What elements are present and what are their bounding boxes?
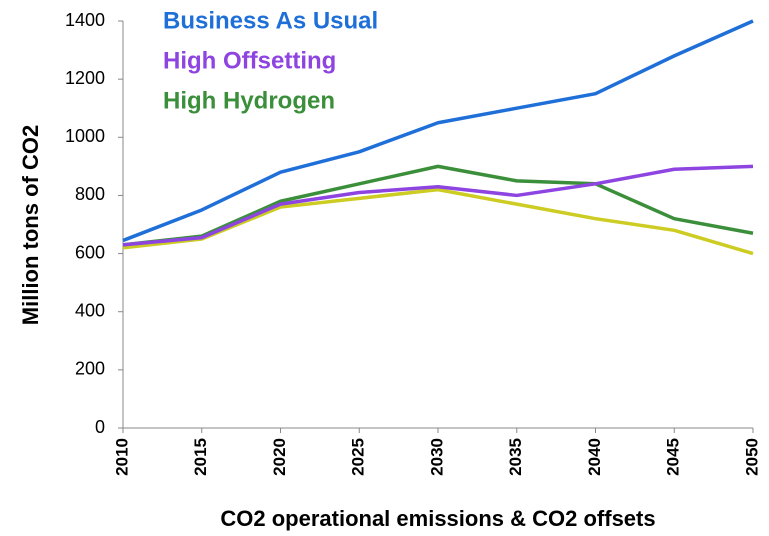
- y-tick-label: 1200: [65, 68, 105, 88]
- x-tick-label: 2035: [506, 438, 525, 476]
- legend-entry: Business As Usual: [163, 7, 378, 34]
- y-tick-label: 1400: [65, 10, 105, 30]
- x-tick-label: 2025: [349, 438, 368, 476]
- y-tick-label: 0: [95, 417, 105, 437]
- x-tick-label: 2030: [427, 438, 446, 476]
- x-tick-label: 2015: [191, 438, 210, 476]
- y-tick-label: 600: [75, 242, 105, 262]
- y-tick-label: 200: [75, 359, 105, 379]
- y-tick-label: 1000: [65, 126, 105, 146]
- series-line: [122, 164, 754, 247]
- x-tick-label: 2050: [742, 438, 761, 476]
- x-tick-label: 2045: [664, 438, 683, 476]
- x-axis-title: CO2 operational emissions & CO2 offsets: [220, 506, 655, 531]
- x-tick-label: 2040: [585, 438, 604, 476]
- x-tick-label: 2020: [270, 438, 289, 476]
- y-axis-title: Million tons of CO2: [18, 125, 43, 325]
- x-tick-label: 2010: [112, 438, 131, 476]
- series-line: [122, 164, 754, 247]
- y-tick-label: 800: [75, 184, 105, 204]
- y-tick-label: 400: [75, 300, 105, 320]
- series-line: [122, 187, 754, 256]
- legend-entry: High Offsetting: [163, 47, 336, 74]
- legend-entry: High Hydrogen: [163, 87, 335, 114]
- series-line: [122, 19, 754, 243]
